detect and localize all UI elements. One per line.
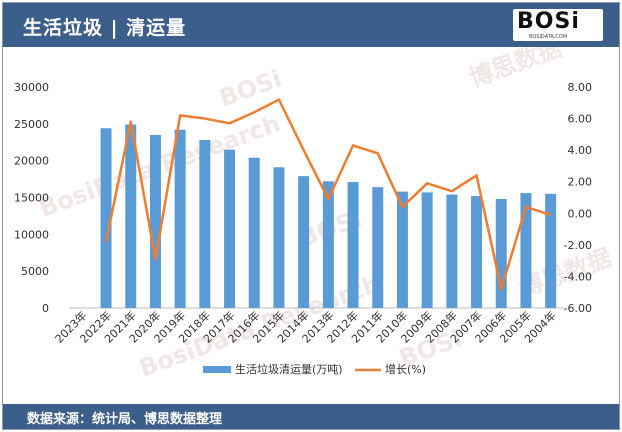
bar <box>224 149 236 308</box>
logo-subtext: BOSIDATA.COM <box>529 34 568 40</box>
y-right-tick-label: 4.00 <box>568 144 593 157</box>
legend-bar-label: 生活垃圾清运量(万吨) <box>235 362 343 376</box>
bar <box>298 176 310 308</box>
bar <box>347 182 359 308</box>
bar-series <box>100 124 557 308</box>
y-right-tick-label: -2.00 <box>564 239 592 252</box>
source-text: 数据来源：统计局、博思数据整理 <box>27 412 223 427</box>
bar <box>199 140 211 308</box>
bar <box>545 193 557 308</box>
source-footer: 数据来源：统计局、博思数据整理 <box>3 404 619 429</box>
bar <box>372 187 384 308</box>
y-right-tick-label: 0.00 <box>568 207 593 220</box>
title-bar: 生活垃圾 | 清运量 BOSi BOSIDATA.COM <box>3 3 619 47</box>
y-left-tick-label: 0 <box>42 302 49 315</box>
bar <box>495 198 507 308</box>
bar <box>421 192 433 308</box>
bar <box>471 196 483 308</box>
x-tick-labels: 2023年2022年2021年2020年2019年2018年2017年2016年… <box>52 308 559 345</box>
legend: 生活垃圾清运量(万吨) 增长(%) <box>203 362 426 376</box>
y-right-tick-label: 8.00 <box>568 81 593 94</box>
watermark-text: 博思数据 <box>465 47 565 93</box>
bar <box>174 129 186 308</box>
legend-line-label: 增长(%) <box>385 362 426 376</box>
y-left-tick-label: 15000 <box>14 192 49 205</box>
watermark-text: BOSi <box>215 64 285 112</box>
y-left-tick-label: 25000 <box>14 118 49 131</box>
bar <box>149 134 161 308</box>
legend-bar-swatch <box>203 366 231 373</box>
y-left-tick-label: 20000 <box>14 155 49 168</box>
y-right-tick-label: 2.00 <box>568 176 593 189</box>
bar <box>125 124 137 308</box>
bar <box>248 157 260 308</box>
bosi-logo: BOSi BOSIDATA.COM <box>513 9 603 41</box>
bar <box>322 181 334 308</box>
y-left-tick-label: 5000 <box>21 265 49 278</box>
line-series <box>104 98 552 291</box>
logo-mark: BOSi <box>517 9 580 34</box>
y-right-tick-label: -6.00 <box>564 302 592 315</box>
bar <box>446 194 458 308</box>
bar <box>100 128 112 308</box>
bar <box>520 193 532 308</box>
y-right-tick-label: 6.00 <box>568 113 593 126</box>
bar <box>273 167 285 308</box>
y-left-tick-label: 30000 <box>14 81 49 94</box>
bar <box>396 191 408 308</box>
y-left-tick-label: 10000 <box>14 228 49 241</box>
page-title: 生活垃圾 | 清运量 <box>23 17 187 39</box>
y-right-tick-label: -4.00 <box>564 270 592 283</box>
